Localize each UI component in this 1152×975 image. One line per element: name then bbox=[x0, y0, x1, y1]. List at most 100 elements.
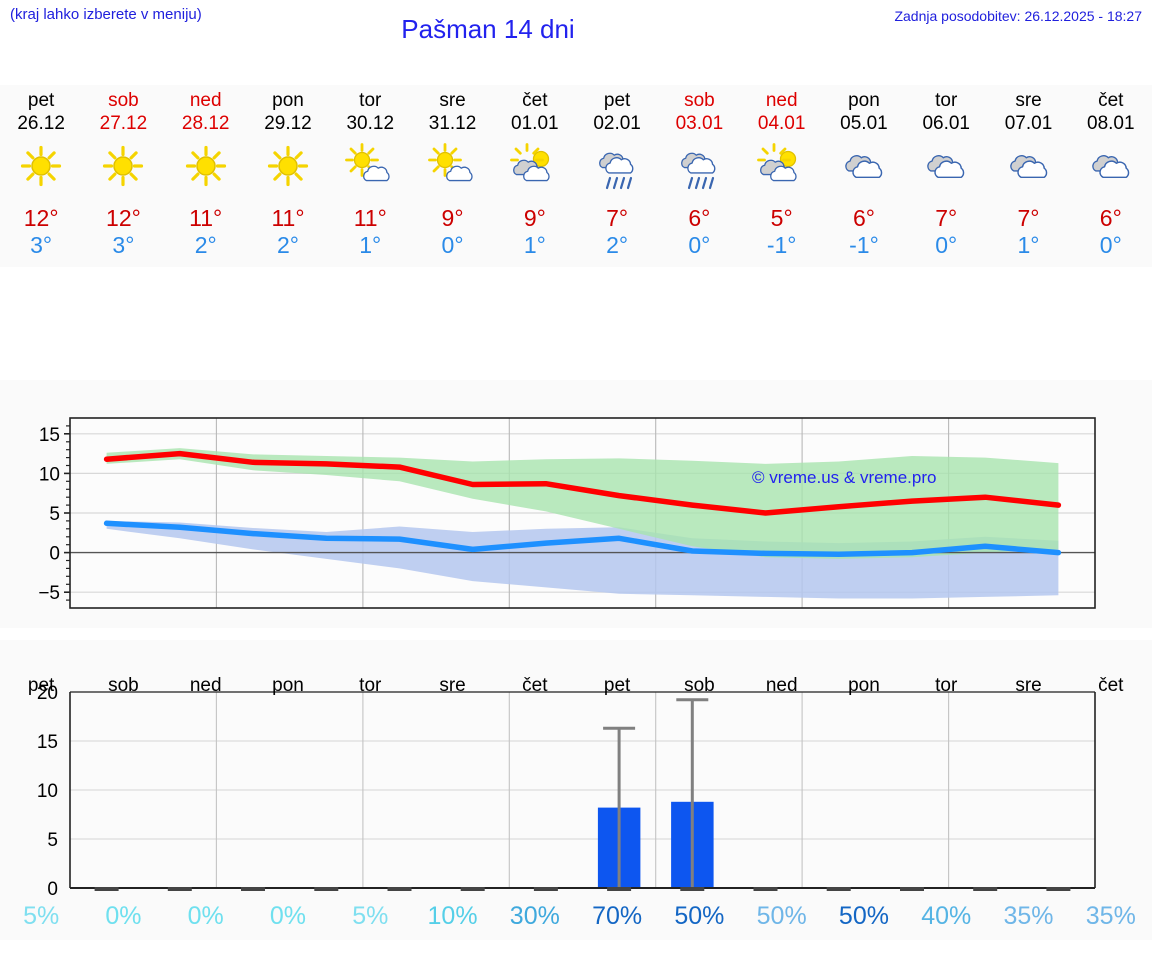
cloud-icon bbox=[833, 141, 895, 191]
day-date: 02.01 bbox=[593, 113, 641, 134]
day-name: pon bbox=[848, 90, 880, 111]
precip-day-label: tor bbox=[935, 675, 958, 696]
rain-cloud-icon bbox=[668, 141, 730, 191]
day-column-06-01[interactable]: tor 06.01 7° 0° bbox=[905, 85, 987, 267]
precip-probability-label: 5% bbox=[23, 902, 60, 930]
precip-probability-label: 50% bbox=[838, 902, 889, 930]
copyright-text: © vreme.us & vreme.pro bbox=[752, 468, 937, 487]
temp-max: 7° bbox=[606, 205, 629, 231]
temp-max: 11° bbox=[271, 205, 305, 231]
svg-text:5: 5 bbox=[47, 830, 58, 851]
svg-text:10: 10 bbox=[39, 464, 60, 485]
day-column-31-12[interactable]: sre 31.12 9° 0° bbox=[411, 85, 493, 267]
cloud-icon bbox=[915, 141, 977, 191]
sun-behind-cloud-icon bbox=[504, 141, 566, 191]
sun-icon bbox=[257, 141, 319, 191]
day-date: 04.01 bbox=[757, 113, 806, 134]
temp-max: 9° bbox=[441, 205, 464, 231]
day-name: ned bbox=[765, 90, 798, 111]
temperature-chart-panel: 15 10 5 0 −5 bbox=[0, 380, 1152, 628]
day-column-08-01[interactable]: čet 08.01 6° 0° bbox=[1070, 85, 1152, 267]
temp-min: 0° bbox=[441, 232, 464, 258]
day-column-05-01[interactable]: pon 05.01 6° -1° bbox=[823, 85, 905, 267]
day-date: 01.01 bbox=[511, 113, 559, 134]
temp-max: 5° bbox=[770, 205, 793, 231]
svg-text:10: 10 bbox=[37, 781, 58, 802]
precip-day-label: čet bbox=[522, 675, 548, 696]
day-column-03-01[interactable]: sob 03.01 6° 0° bbox=[658, 85, 740, 267]
temp-min: 0° bbox=[935, 232, 958, 258]
day-date: 30.12 bbox=[346, 113, 395, 134]
precip-probability-label: 0% bbox=[269, 902, 307, 930]
temp-min: 1° bbox=[523, 232, 546, 258]
day-column-30-12[interactable]: tor 30.12 11° 1° bbox=[329, 85, 411, 267]
temp-min: -1° bbox=[766, 232, 797, 258]
temp-min: 0° bbox=[1099, 232, 1122, 258]
temperature-chart-svg: 15 10 5 0 −5 bbox=[0, 380, 1152, 628]
day-date: 07.01 bbox=[1004, 113, 1053, 134]
precip-probability-label: 70% bbox=[592, 902, 643, 930]
temp-min: 2° bbox=[194, 232, 217, 258]
sun-small-cloud-icon bbox=[339, 141, 401, 191]
temp-min: 3° bbox=[30, 232, 53, 258]
precip-day-label: pet bbox=[603, 675, 631, 696]
day-name: sob bbox=[684, 90, 715, 111]
svg-text:−5: −5 bbox=[38, 583, 60, 604]
day-name: ned bbox=[189, 90, 222, 111]
precip-day-label: čet bbox=[1098, 675, 1124, 696]
precip-probability-label: 0% bbox=[105, 902, 142, 930]
day-name: sre bbox=[1015, 90, 1042, 111]
svg-text:15: 15 bbox=[39, 425, 60, 446]
day-name: pet bbox=[603, 90, 631, 111]
precipitation-probability-row: 5% 0% 0% 0% 5% 10% 30% 70% 50% 50% 50% 40% 35% 35% bbox=[0, 902, 1152, 938]
precip-probability-label: 40% bbox=[921, 902, 972, 930]
precip-probability-label: 0% bbox=[187, 902, 224, 930]
svg-text:20: 20 bbox=[37, 683, 58, 704]
svg-text:5: 5 bbox=[49, 504, 60, 525]
precip-day-label: sre bbox=[1015, 675, 1042, 696]
precip-probability-label: 35% bbox=[1003, 902, 1054, 930]
last-update-text: Zadnja posodobitev: 26.12.2025 - 18:27 bbox=[894, 8, 1142, 24]
page-title: Pašman 14 dni bbox=[401, 14, 575, 44]
precip-day-label: sre bbox=[439, 675, 466, 696]
cloud-icon bbox=[1080, 141, 1142, 191]
day-column-29-12[interactable]: pon 29.12 11° 2° bbox=[247, 85, 329, 267]
sun-icon bbox=[175, 141, 237, 191]
temp-min: 1° bbox=[359, 232, 382, 258]
temp-max: 9° bbox=[523, 205, 546, 231]
temp-max: 12° bbox=[23, 205, 59, 231]
day-date: 31.12 bbox=[428, 113, 477, 134]
daily-forecast-strip: pet 26.12 12° 3° sob 27.12 12° 3° ned 28.12 11°… bbox=[0, 85, 1152, 267]
day-column-04-01[interactable]: ned 04.01 5° -1° bbox=[741, 85, 823, 267]
sun-behind-cloud-icon bbox=[751, 141, 813, 191]
temp-min: 2° bbox=[276, 232, 299, 258]
day-column-01-01[interactable]: čet 01.01 9° 1° bbox=[494, 85, 576, 267]
precip-day-label: pon bbox=[272, 675, 304, 696]
day-name: pon bbox=[272, 90, 304, 111]
precip-day-label: pet bbox=[27, 675, 55, 696]
day-date: 08.01 bbox=[1087, 113, 1135, 134]
rain-cloud-icon bbox=[586, 141, 648, 191]
temp-max: 6° bbox=[1099, 205, 1122, 231]
precip-day-label: tor bbox=[359, 675, 382, 696]
precip-day-label: ned bbox=[765, 675, 798, 696]
day-name: čet bbox=[1098, 90, 1124, 111]
day-column-02-01[interactable]: pet 02.01 7° 2° bbox=[576, 85, 658, 267]
day-column-07-01[interactable]: sre 07.01 7° 1° bbox=[987, 85, 1069, 267]
day-name: sre bbox=[439, 90, 466, 111]
temp-max: 11° bbox=[353, 205, 387, 231]
day-name: pet bbox=[27, 90, 55, 111]
day-column-28-12[interactable]: ned 28.12 11° 2° bbox=[165, 85, 247, 267]
precip-probability-label: 10% bbox=[427, 902, 478, 930]
precip-day-label: sob bbox=[684, 675, 715, 696]
temp-min: -1° bbox=[849, 232, 879, 258]
day-column-26-12[interactable]: pet 26.12 12° 3° bbox=[0, 85, 82, 267]
temp-max: 12° bbox=[106, 205, 141, 231]
precipitation-chart-svg: 20 15 10 5 0 bbox=[0, 640, 1152, 940]
precip-probability-label: 35% bbox=[1085, 902, 1136, 930]
svg-text:0: 0 bbox=[49, 544, 60, 565]
day-name: sob bbox=[108, 90, 139, 111]
temp-min: 0° bbox=[688, 232, 711, 258]
day-column-27-12[interactable]: sob 27.12 12° 3° bbox=[82, 85, 164, 267]
menu-hint-text: (kraj lahko izberete v meniju) bbox=[10, 6, 202, 23]
